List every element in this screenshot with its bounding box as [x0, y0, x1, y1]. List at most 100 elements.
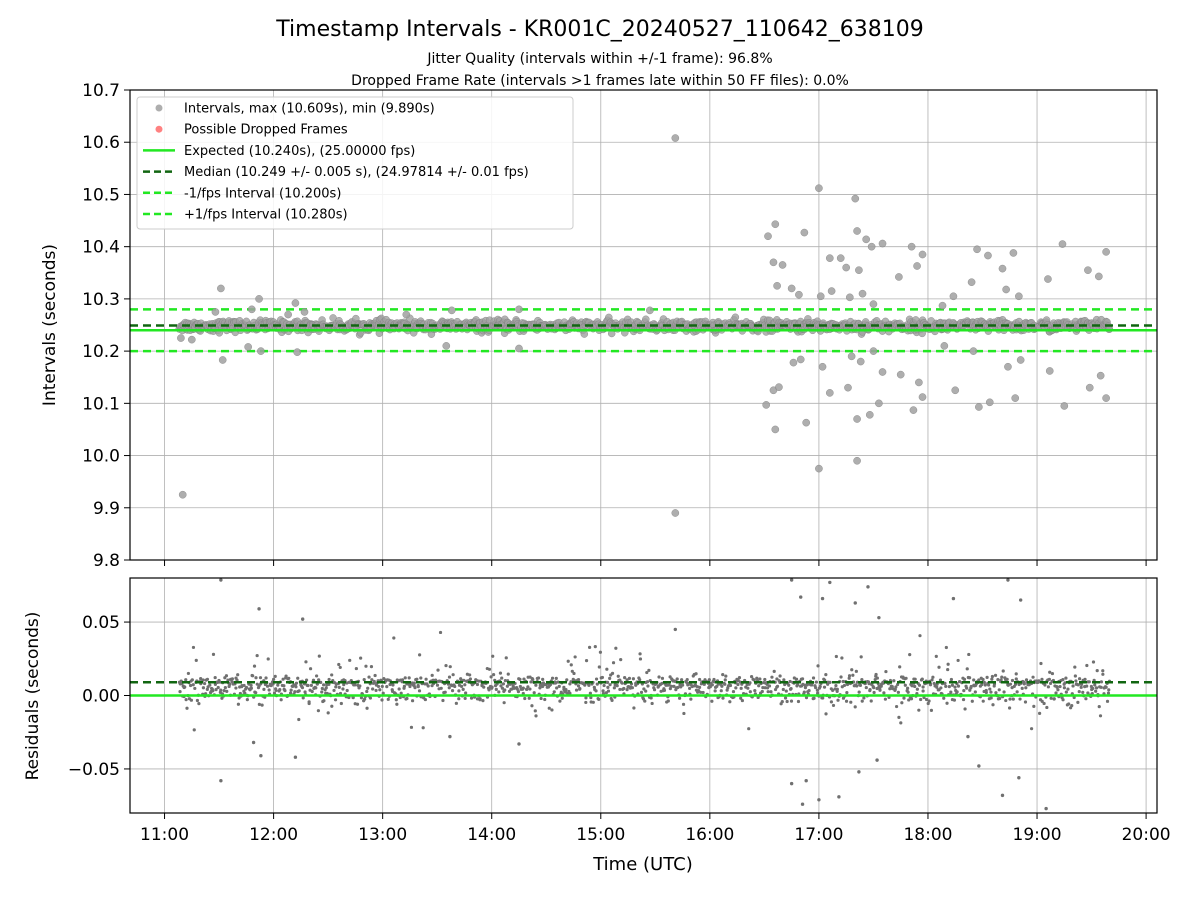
- residual-point: [317, 654, 321, 658]
- residual-point: [249, 683, 253, 687]
- residual-point: [578, 686, 582, 691]
- residual-point: [566, 659, 570, 663]
- residual-point: [354, 666, 358, 671]
- residual-point: [492, 672, 496, 677]
- residual-point: [760, 689, 764, 694]
- residual-point: [990, 674, 995, 679]
- residual-point: [882, 691, 886, 695]
- residual-point: [1095, 668, 1099, 673]
- residual-point: [857, 690, 861, 694]
- residual-point: [965, 667, 969, 671]
- residual-point: [840, 656, 844, 660]
- residual-point: [441, 698, 445, 703]
- residual-point: [747, 727, 751, 731]
- interval-outlier-point: [853, 415, 861, 423]
- residual-point: [228, 682, 232, 686]
- residual-point: [962, 677, 967, 681]
- residual-point: [1010, 678, 1015, 683]
- residual-point: [376, 684, 381, 689]
- residual-point: [453, 684, 457, 689]
- residual-point: [850, 668, 854, 672]
- residual-point: [907, 698, 911, 702]
- residual-point: [463, 696, 467, 701]
- interval-outlier-point: [875, 399, 883, 408]
- residual-point: [527, 696, 531, 700]
- residual-point: [284, 674, 288, 678]
- residual-point: [765, 686, 770, 690]
- residual-point: [1013, 682, 1018, 687]
- bottom-outlier-points: [219, 578, 1048, 811]
- residual-point: [500, 676, 504, 680]
- residual-point: [608, 683, 612, 687]
- residual-point: [807, 689, 811, 693]
- interval-outlier-point: [1045, 367, 1054, 375]
- residual-point: [337, 685, 341, 690]
- interval-point: [580, 330, 589, 338]
- residual-point: [223, 685, 227, 690]
- residual-point: [943, 681, 947, 685]
- residual-point: [935, 685, 939, 689]
- residual-point: [576, 684, 581, 688]
- residual-point: [1067, 702, 1071, 706]
- residual-point: [874, 672, 878, 677]
- residual-point: [330, 673, 334, 677]
- top-x-axis-ticks: [164, 560, 1147, 566]
- residual-point: [902, 696, 906, 700]
- residual-point: [327, 677, 331, 682]
- residual-point: [475, 697, 480, 701]
- residual-point: [351, 696, 355, 700]
- residual-point: [502, 701, 506, 705]
- residual-point: [296, 676, 300, 680]
- chart-subtitle-dropped: Dropped Frame Rate (intervals >1 frames …: [351, 73, 849, 89]
- residual-point: [550, 708, 554, 712]
- residual-point: [668, 675, 672, 679]
- residual-point: [627, 676, 632, 680]
- residual-point: [297, 717, 301, 722]
- residual-point: [584, 696, 588, 700]
- residual-point: [913, 677, 917, 681]
- residual-point: [610, 698, 614, 702]
- residual-point: [528, 687, 532, 691]
- interval-outlier-point: [984, 251, 992, 260]
- residual-point: [989, 690, 993, 694]
- residual-outlier-point: [789, 578, 794, 582]
- residual-point: [804, 696, 809, 700]
- residual-point: [255, 653, 259, 658]
- residual-outlier-point: [1018, 598, 1023, 602]
- residual-point: [1032, 704, 1036, 709]
- residual-point: [1104, 685, 1108, 689]
- residual-point: [619, 658, 623, 662]
- interval-outlier-point: [787, 284, 796, 293]
- residual-point: [805, 683, 809, 687]
- residual-point: [931, 675, 935, 679]
- interval-outlier-point: [862, 235, 870, 244]
- residual-outlier-point: [800, 802, 805, 806]
- residual-point: [973, 690, 977, 694]
- residual-outlier-point: [1006, 578, 1010, 582]
- residual-point: [252, 664, 257, 668]
- interval-outlier-point: [816, 292, 825, 301]
- interval-outlier-point: [818, 362, 827, 371]
- residual-point: [952, 698, 957, 702]
- interval-outlier-point: [846, 293, 854, 302]
- residual-point: [605, 667, 609, 671]
- residual-point: [594, 689, 598, 693]
- interval-outlier-point: [284, 310, 292, 319]
- residual-point: [242, 683, 246, 688]
- residual-point: [888, 687, 892, 691]
- residual-point: [1005, 677, 1009, 681]
- residual-point: [186, 671, 191, 676]
- residual-point: [972, 678, 976, 682]
- residual-point: [906, 690, 910, 694]
- residual-point: [362, 677, 366, 682]
- residual-point: [468, 673, 472, 677]
- residual-point: [927, 699, 931, 703]
- residual-point: [829, 700, 834, 704]
- residual-point: [765, 682, 769, 686]
- residual-point: [666, 699, 670, 703]
- residual-point: [657, 675, 661, 679]
- legend-label: -1/fps Interval (10.200s): [184, 186, 341, 201]
- legend-box: [136, 96, 574, 230]
- residual-point: [1046, 685, 1051, 689]
- residual-point: [538, 686, 542, 690]
